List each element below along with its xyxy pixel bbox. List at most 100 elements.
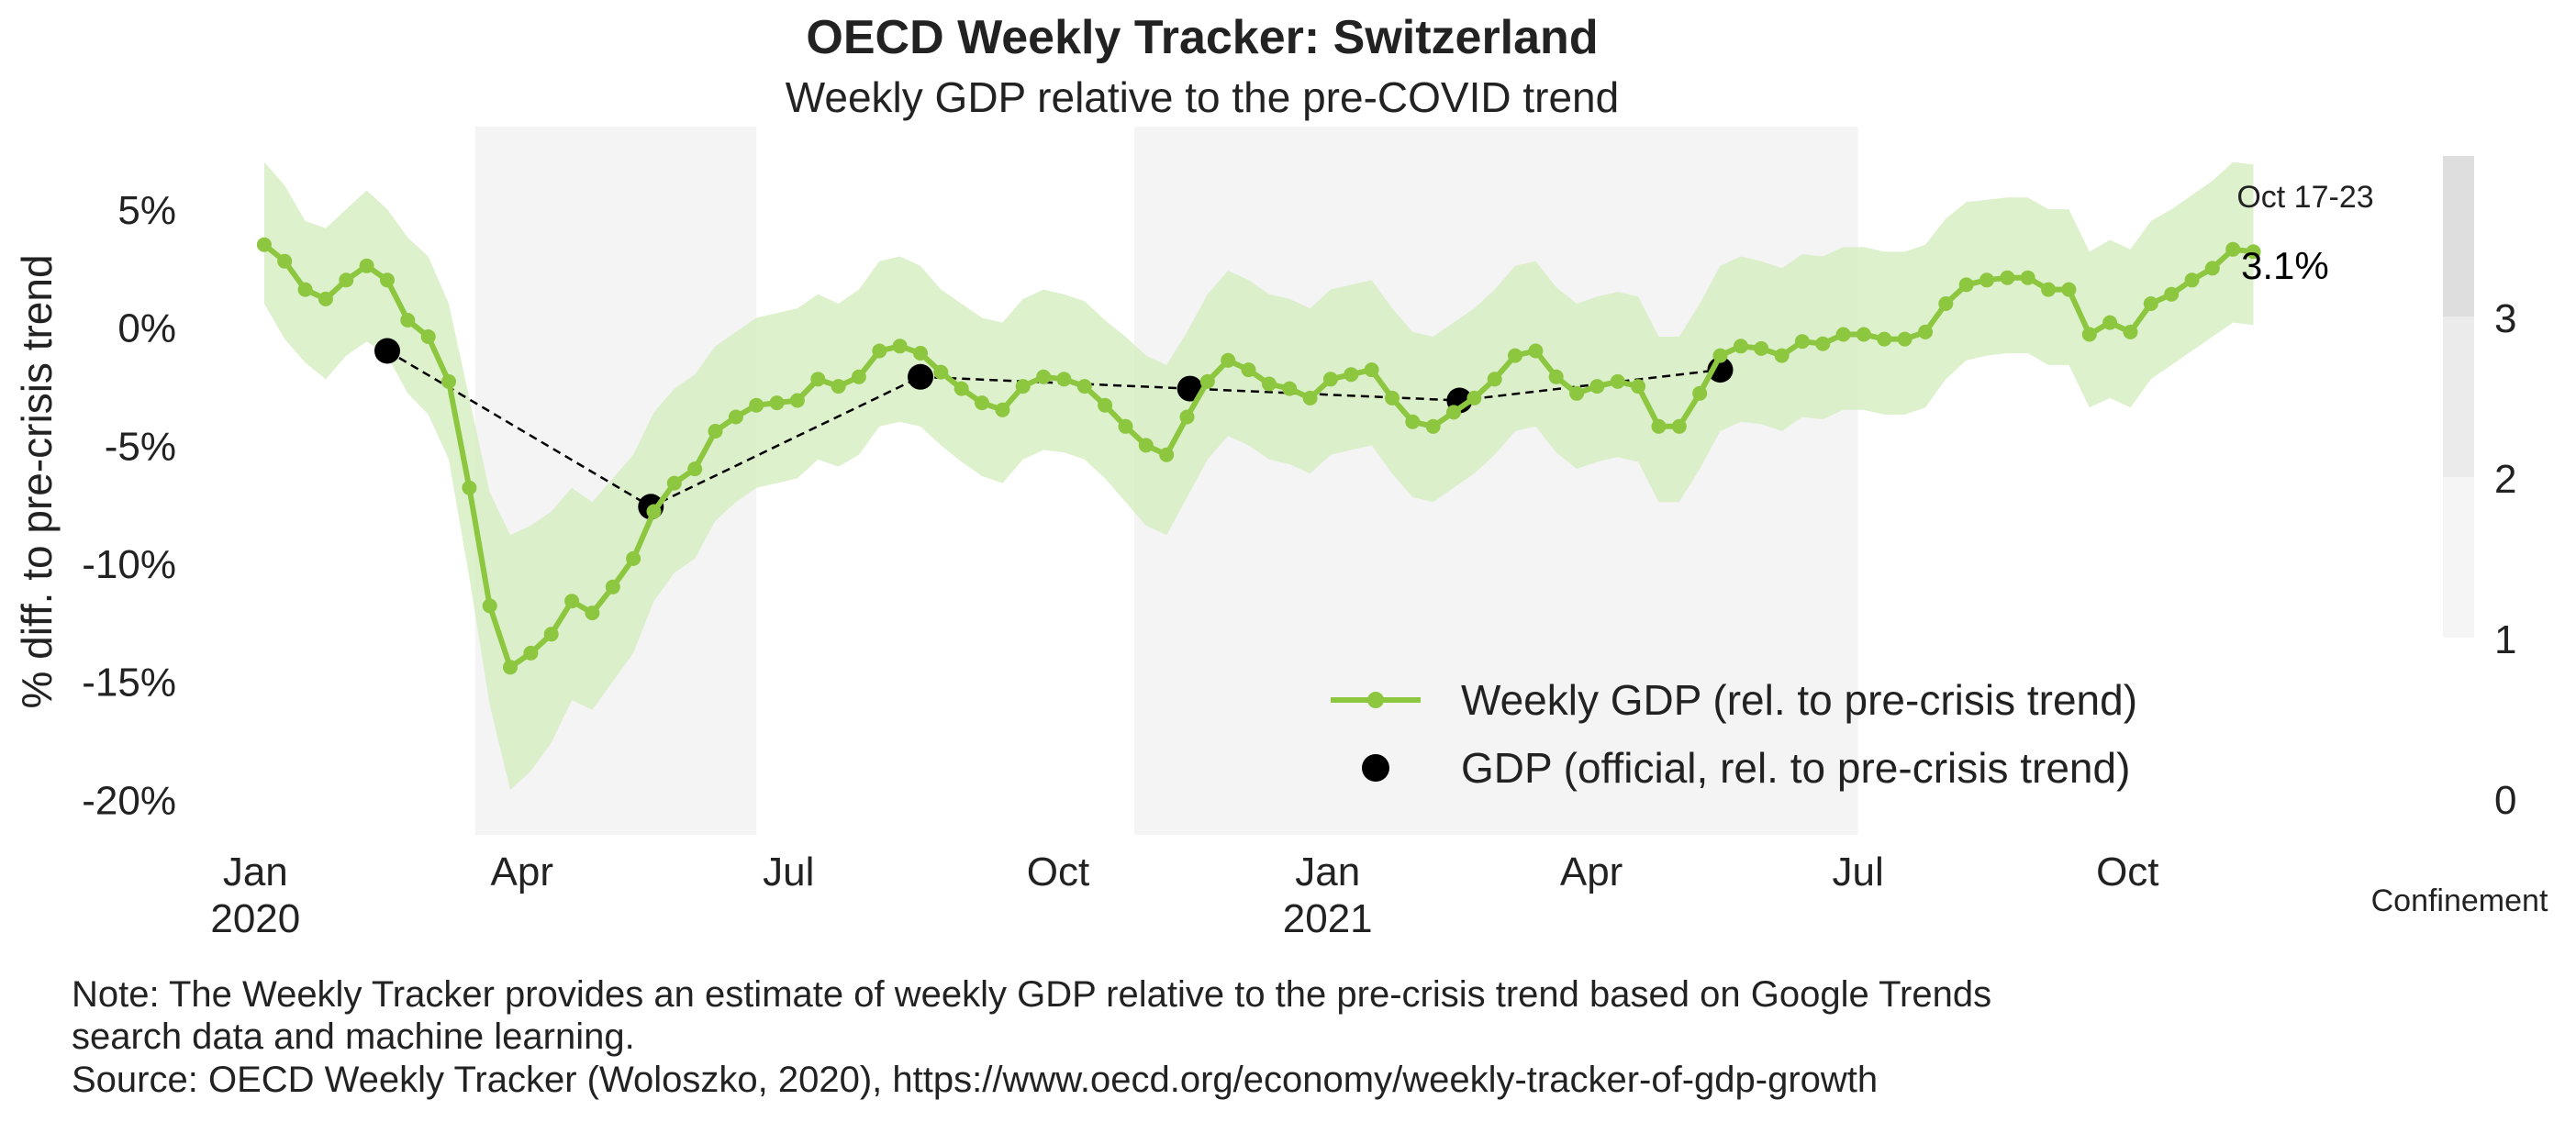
- weekly-gdp-point: [1076, 379, 1092, 394]
- weekly-gdp-point: [2020, 270, 2035, 285]
- chart-subtitle: Weekly GDP relative to the pre-COVID tre…: [786, 73, 1619, 121]
- legend-weekly-marker: [1367, 692, 1384, 708]
- weekly-gdp-point: [2184, 272, 2200, 288]
- x-tick-year-label: 2021: [1283, 896, 1373, 941]
- weekly-gdp-point: [1548, 369, 1564, 384]
- weekly-gdp-point: [913, 346, 928, 361]
- weekly-gdp-point: [1528, 343, 1544, 359]
- weekly-gdp-point: [585, 605, 600, 621]
- weekly-gdp-point: [1569, 385, 1585, 401]
- chart-title: OECD Weekly Tracker: Switzerland: [806, 11, 1598, 64]
- x-tick-label: Jan: [1295, 850, 1360, 894]
- weekly-gdp-point: [2143, 296, 2158, 311]
- confidence-band: [263, 161, 2254, 791]
- weekly-gdp-point: [441, 373, 456, 389]
- weekly-gdp-point: [1508, 348, 1522, 363]
- weekly-gdp-point: [1692, 385, 1708, 401]
- weekly-gdp-point: [1364, 362, 1379, 378]
- colorbar-tick-0: 0: [2494, 778, 2516, 823]
- note-line-1: Note: The Weekly Tracker provides an est…: [72, 974, 1991, 1015]
- weekly-gdp-point: [2081, 327, 2097, 342]
- y-tick-label: -20%: [82, 778, 176, 823]
- weekly-gdp-point: [769, 395, 785, 411]
- weekly-gdp-point: [831, 379, 846, 394]
- y-axis-label: % diff. to pre-crisis trend: [13, 254, 61, 708]
- colorbar-tick-3: 3: [2494, 296, 2516, 341]
- weekly-gdp-point: [1036, 369, 1052, 384]
- weekly-gdp-point: [503, 660, 518, 675]
- official-gdp-point: [1176, 375, 1203, 402]
- weekly-gdp-point: [1589, 379, 1605, 394]
- weekly-gdp-point: [2041, 282, 2057, 297]
- weekly-gdp-point: [1918, 324, 1933, 339]
- weekly-gdp-point: [605, 579, 620, 594]
- last-value-label: 3.1%: [2241, 244, 2329, 287]
- official-gdp-point: [908, 363, 933, 390]
- weekly-gdp-point: [2102, 315, 2118, 330]
- source-line: Source: OECD Weekly Tracker (Woloszko, 2…: [72, 1060, 1878, 1100]
- weekly-gdp-point: [789, 393, 805, 408]
- weekly-gdp-point: [1446, 405, 1461, 420]
- weekly-gdp-point: [1671, 418, 1687, 434]
- colorbar-label: Confinement: [2371, 883, 2548, 918]
- weekly-gdp-point: [810, 372, 826, 387]
- weekly-gdp-point: [1015, 379, 1031, 394]
- weekly-gdp-point: [1466, 390, 1482, 405]
- weekly-gdp-point: [728, 409, 743, 425]
- weekly-gdp-point: [1877, 331, 1892, 347]
- official-gdp-series: [374, 338, 1734, 520]
- confinement-period-2: [1134, 127, 1858, 835]
- weekly-gdp-point: [2061, 282, 2077, 297]
- last-date-label: Oct 17-23: [2236, 180, 2373, 215]
- weekly-gdp-point: [933, 364, 949, 380]
- colorbar-tick-2: 2: [2494, 457, 2516, 502]
- weekly-gdp-point: [1159, 447, 1175, 462]
- weekly-gdp-point: [2000, 270, 2015, 285]
- colorbar-segment-1: [2443, 477, 2474, 638]
- confidence-band-area: [263, 161, 2254, 791]
- weekly-gdp-point: [1385, 390, 1400, 405]
- colorbar-segment-3: [2443, 156, 2474, 317]
- weekly-gdp-point: [1794, 334, 1810, 350]
- weekly-gdp-point: [1282, 381, 1298, 396]
- weekly-gdp-point: [666, 475, 682, 491]
- y-axis: 5% 0% -5% -10% -15% -20%: [82, 188, 176, 823]
- legend: Weekly GDP (rel. to pre-crisis trend) GD…: [1331, 676, 2137, 792]
- weekly-gdp-point: [1733, 339, 1748, 354]
- weekly-gdp-point: [462, 480, 477, 495]
- weekly-gdp-point: [1056, 372, 1072, 387]
- x-tick-label: Apr: [1560, 850, 1623, 894]
- weekly-gdp-point: [1425, 418, 1441, 434]
- weekly-gdp-point: [892, 339, 908, 354]
- confinement-shading: [474, 127, 1858, 835]
- legend-official-marker: [1362, 754, 1389, 782]
- weekly-gdp-point: [2225, 241, 2241, 257]
- confinement-colorbar: 3 2 1 0 Confinement: [2371, 156, 2548, 918]
- y-tick-label: -15%: [82, 661, 176, 705]
- y-tick-label: -5%: [105, 424, 176, 469]
- x-tick-label: Oct: [2096, 850, 2158, 894]
- weekly-gdp-point: [1938, 296, 1954, 311]
- weekly-gdp-point: [995, 402, 1010, 417]
- weekly-gdp-point: [1897, 331, 1912, 347]
- weekly-gdp-point: [1221, 352, 1236, 368]
- weekly-gdp-point: [1610, 373, 1625, 389]
- weekly-gdp-point: [1774, 348, 1790, 363]
- x-tick-year-label: 2020: [210, 896, 300, 941]
- weekly-gdp-point: [523, 645, 539, 661]
- weekly-gdp-point: [626, 550, 641, 566]
- weekly-gdp-point: [1199, 373, 1215, 389]
- weekly-gdp-point: [708, 424, 723, 439]
- y-tick-label: 5%: [117, 188, 176, 233]
- note-line-2: search data and machine learning.: [72, 1016, 635, 1057]
- weekly-gdp-point: [975, 395, 989, 411]
- x-tick-label: Jul: [1832, 850, 1883, 894]
- weekly-gdp-point: [1712, 348, 1728, 363]
- weekly-gdp-point: [543, 627, 559, 642]
- weekly-gdp-point: [1118, 418, 1133, 434]
- weekly-gdp-point: [297, 282, 313, 297]
- weekly-gdp-point: [380, 272, 395, 288]
- weekly-gdp-point: [1651, 418, 1667, 434]
